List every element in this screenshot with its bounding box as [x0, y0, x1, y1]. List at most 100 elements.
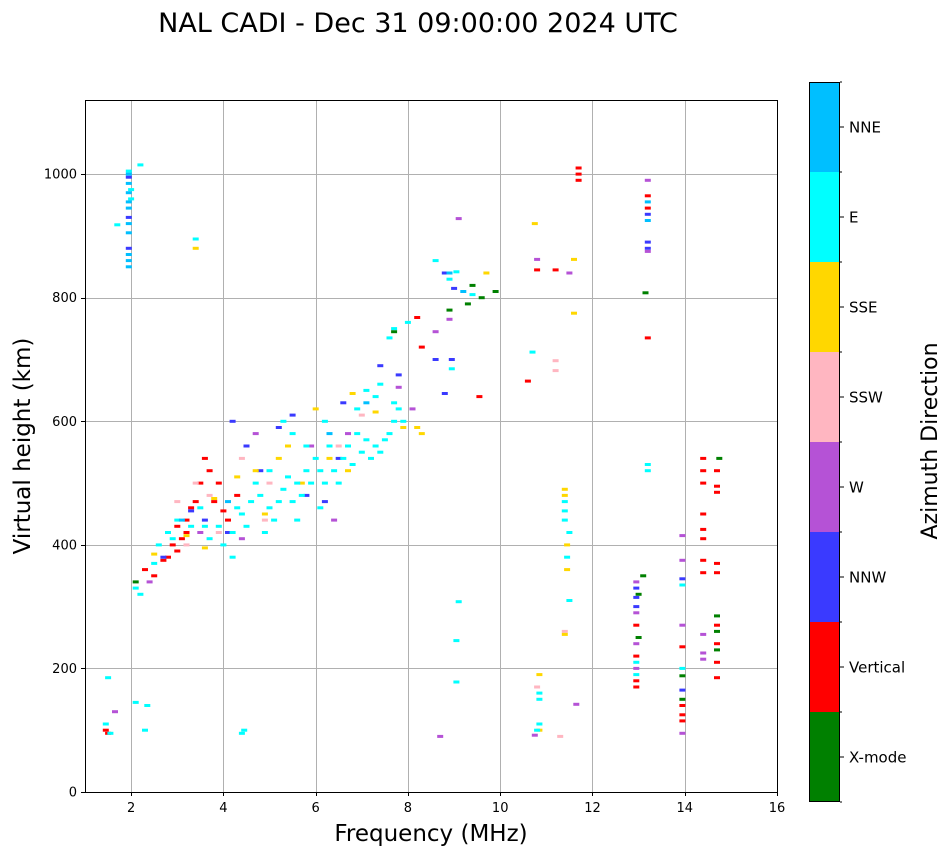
- data-point-e: [229, 555, 236, 559]
- data-point-sse: [326, 456, 333, 460]
- data-point-e: [192, 237, 199, 241]
- colorbar-segment-nne: [809, 82, 840, 172]
- data-point-e: [321, 419, 328, 423]
- colorbar-segment-w: [809, 442, 840, 532]
- data-point-vertical: [714, 484, 720, 488]
- data-point-vertical: [700, 456, 707, 460]
- data-point-e: [564, 555, 571, 559]
- y-axis-ticks: 0 200 400 600 800 1000: [44, 168, 85, 801]
- data-point-sse: [536, 673, 543, 677]
- colorbar-frame: [809, 82, 840, 802]
- data-point-nne: [125, 172, 132, 176]
- data-point-nnw: [229, 419, 236, 423]
- data-point-nne: [363, 401, 370, 405]
- data-point-e: [469, 293, 476, 297]
- data-point-sse: [183, 534, 190, 538]
- data-point-nne: [225, 500, 231, 504]
- data-point-x-mode: [679, 674, 686, 678]
- data-point-e: [241, 728, 248, 732]
- data-point-e: [377, 450, 384, 454]
- data-point-vertical: [714, 660, 720, 664]
- data-point-vertical: [679, 713, 686, 717]
- data-point-e: [275, 500, 282, 504]
- data-point-vertical: [169, 543, 176, 547]
- data-point-e: [345, 444, 351, 448]
- data-point-nne: [460, 290, 467, 293]
- data-point-e: [453, 270, 460, 274]
- data-point-ssw: [238, 456, 245, 460]
- data-point-nne: [644, 219, 651, 222]
- plot-frame: [85, 100, 778, 793]
- data-point-nnw: [335, 456, 342, 460]
- data-point-e: [169, 537, 176, 541]
- data-point-x-mode: [716, 456, 723, 460]
- data-point-nnw: [275, 426, 282, 429]
- data-point-nnw: [377, 364, 384, 368]
- data-point-nnw: [432, 358, 439, 361]
- data-point-e: [114, 223, 121, 227]
- data-point-e: [174, 518, 181, 522]
- data-point-e: [229, 531, 236, 534]
- data-point-e: [289, 432, 296, 436]
- data-point-w: [345, 432, 351, 436]
- y-tick-label: 0: [69, 786, 77, 801]
- data-point-sse: [561, 493, 568, 497]
- data-point-nnw: [441, 271, 448, 275]
- data-point-nnw: [644, 240, 651, 244]
- data-point-e: [220, 543, 227, 547]
- data-point-e: [561, 509, 568, 513]
- data-point-e: [372, 444, 379, 448]
- data-point-vertical: [225, 518, 231, 522]
- data-point-x-mode: [478, 296, 485, 300]
- data-point-nnw: [289, 413, 296, 417]
- data-point-vertical: [183, 531, 190, 534]
- data-point-nne: [125, 181, 132, 185]
- data-point-w: [679, 558, 686, 562]
- data-point-sse: [561, 487, 568, 491]
- data-point-sse: [285, 444, 291, 448]
- data-point-sse: [400, 426, 407, 429]
- data-point-vertical: [174, 549, 181, 553]
- data-point-vertical: [534, 268, 541, 272]
- data-point-e: [303, 469, 310, 473]
- x-tick-label: 10: [492, 801, 509, 816]
- data-point-x-mode: [635, 592, 642, 596]
- data-point-e: [391, 419, 398, 423]
- data-point-vertical: [633, 654, 640, 658]
- data-point-e: [317, 469, 324, 473]
- data-point-vertical: [679, 645, 686, 649]
- data-point-e: [294, 481, 301, 485]
- colorbar-label: X-mode: [849, 749, 906, 767]
- data-point-sse: [372, 410, 379, 414]
- colorbar-label: NNW: [849, 569, 886, 587]
- data-point-vertical: [174, 524, 181, 528]
- data-point-sse: [275, 456, 282, 460]
- data-point-e: [128, 197, 135, 201]
- data-point-sse: [483, 271, 490, 275]
- colorbar-segment-x-mode: [809, 712, 840, 802]
- data-point-sse: [261, 512, 268, 516]
- colorbar-label: NNE: [849, 119, 881, 137]
- data-point-e: [377, 382, 384, 386]
- data-point-vertical: [633, 679, 640, 683]
- colorbar-segment-e: [809, 172, 840, 262]
- data-point-nne: [178, 518, 185, 522]
- data-point-vertical: [700, 527, 707, 531]
- data-point-e: [326, 444, 333, 448]
- data-point-e: [271, 518, 278, 522]
- data-point-vertical: [142, 568, 148, 572]
- data-point-vertical: [151, 574, 158, 578]
- data-point-w: [197, 531, 204, 534]
- data-point-e: [446, 277, 453, 281]
- data-point-nnw: [679, 577, 686, 581]
- data-point-e: [215, 524, 222, 528]
- data-point-ssw: [261, 518, 268, 522]
- data-point-vertical: [700, 512, 707, 516]
- data-point-w: [633, 611, 640, 615]
- data-point-e: [125, 169, 132, 173]
- data-point-nne: [125, 222, 132, 226]
- data-point-e: [289, 500, 296, 504]
- data-point-e: [644, 469, 651, 473]
- data-point-w: [395, 385, 402, 389]
